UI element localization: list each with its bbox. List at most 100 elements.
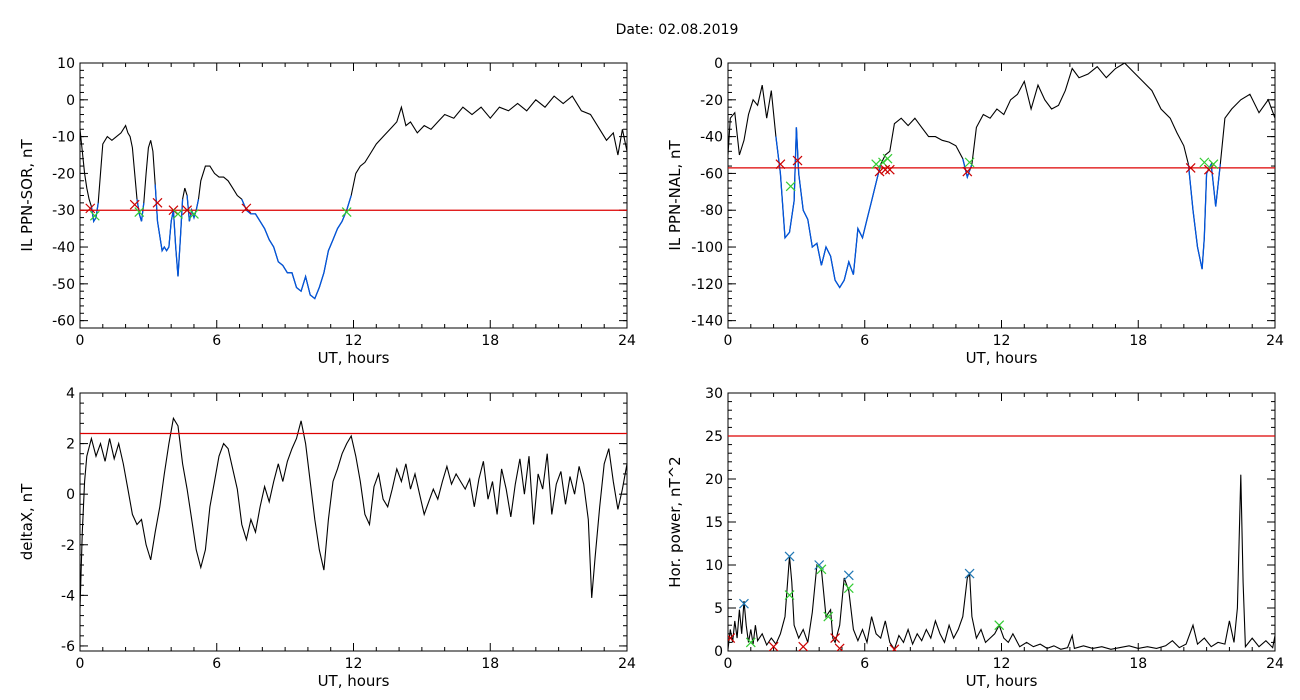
event-marker xyxy=(85,203,96,214)
y-tick-label: -6 xyxy=(61,639,75,655)
event-marker xyxy=(834,643,845,651)
event-marker xyxy=(1203,164,1214,175)
x-tick-label: 0 xyxy=(76,333,85,349)
event-marker xyxy=(189,208,199,219)
y-tick-label: -2 xyxy=(61,538,75,554)
x-axis: 0 6 12 18 24 xyxy=(724,393,1284,672)
x-tick-label: 18 xyxy=(481,333,499,349)
y-axis-label: IL PPN-NAL, nT xyxy=(666,140,684,251)
series-line xyxy=(728,474,1275,651)
y-tick-label: 0 xyxy=(66,93,75,109)
event-marker xyxy=(775,159,786,170)
event-marker xyxy=(964,568,975,579)
plot-frame xyxy=(79,62,628,329)
y-tick-label: 5 xyxy=(714,601,723,617)
x-tick-label: 12 xyxy=(993,656,1011,672)
x-axis-label: UT, hours xyxy=(318,672,390,690)
below-threshold-segment xyxy=(795,127,882,289)
y-axis-label: deltaX, nT xyxy=(18,483,36,560)
series-line xyxy=(80,95,627,300)
event-marker xyxy=(843,583,854,594)
y-tick-label: -80 xyxy=(700,203,723,219)
event-marker xyxy=(823,611,834,622)
event-marker xyxy=(792,155,803,166)
below-threshold-segment xyxy=(1187,163,1212,270)
x-tick-label: 0 xyxy=(76,656,85,672)
y-axis: 10 0 -10 -20 -30 -40 -50 -60 xyxy=(52,56,627,330)
chart-deltax: 0 6 12 18 24 UT, hours 4 2 0 -2 -4 -6 deltaX, nT xyxy=(18,386,636,690)
event-marker xyxy=(134,207,145,217)
event-marker xyxy=(994,620,1005,631)
y-tick-label: -20 xyxy=(52,166,75,182)
x-tick-label: 0 xyxy=(724,333,733,349)
y-tick-label: -40 xyxy=(700,130,723,146)
y-tick-label: -40 xyxy=(52,240,75,256)
event-marker xyxy=(798,641,809,651)
series-line xyxy=(728,63,1275,289)
y-tick-label: -20 xyxy=(700,93,723,109)
event-marker xyxy=(1185,162,1196,173)
below-threshold-segment xyxy=(1210,164,1221,207)
y-tick-label: 0 xyxy=(714,644,723,660)
y-axis: 0 -20 -40 -60 -80 -100 -120 -140 xyxy=(691,56,1275,330)
x-tick-label: 6 xyxy=(860,333,869,349)
plot-area xyxy=(80,95,627,300)
event-marker xyxy=(843,570,854,581)
event-marker xyxy=(728,633,736,644)
event-marker xyxy=(962,166,973,177)
x-axis-label: UT, hours xyxy=(966,349,1038,367)
x-tick-label: 6 xyxy=(860,656,869,672)
y-tick-label: 15 xyxy=(705,515,723,531)
event-marker xyxy=(745,637,756,648)
x-tick-label: 24 xyxy=(1266,656,1284,672)
x-tick-label: 18 xyxy=(1129,656,1147,672)
x-tick-label: 18 xyxy=(1129,333,1147,349)
plot-area xyxy=(728,63,1275,289)
y-axis: 4 2 0 -2 -4 -6 xyxy=(61,386,627,655)
event-marker xyxy=(830,633,841,644)
below-threshold-segment xyxy=(775,127,798,240)
x-tick-label: 18 xyxy=(481,656,499,672)
x-axis-label: UT, hours xyxy=(318,349,390,367)
event-marker xyxy=(241,203,252,214)
y-tick-label: -60 xyxy=(52,314,75,330)
event-marker xyxy=(768,641,779,651)
y-tick-label: 0 xyxy=(714,56,723,72)
y-tick-label: -140 xyxy=(691,314,723,330)
event-marker xyxy=(882,153,893,164)
x-axis: 0 6 12 18 24 xyxy=(724,63,1284,349)
x-tick-label: 6 xyxy=(212,333,221,349)
figure-title: Date: 02.08.2019 xyxy=(616,22,739,38)
event-marker xyxy=(816,564,827,575)
y-tick-label: 2 xyxy=(66,437,75,453)
below-threshold-segment xyxy=(136,199,145,222)
x-tick-label: 6 xyxy=(212,656,221,672)
x-tick-label: 12 xyxy=(345,333,363,349)
y-tick-label: -4 xyxy=(61,588,75,604)
event-marker xyxy=(884,164,895,175)
x-tick-label: 12 xyxy=(345,656,363,672)
event-marker xyxy=(964,157,975,168)
plot-frame xyxy=(727,392,1276,652)
event-marker xyxy=(739,598,749,609)
x-tick-label: 0 xyxy=(724,656,733,672)
event-marker xyxy=(182,205,193,216)
chart-hor-power: 0 6 12 18 24 UT, hours 30 25 20 15 10 5 0 Hor. power,… xyxy=(666,386,1284,690)
event-marker xyxy=(874,166,885,177)
y-tick-label: 10 xyxy=(57,56,75,72)
y-tick-label: -50 xyxy=(52,277,75,293)
event-marker xyxy=(871,159,882,170)
x-axis: 0 6 12 18 24 xyxy=(76,63,636,349)
y-tick-label: 25 xyxy=(705,429,723,445)
plot-frame xyxy=(79,392,628,652)
y-axis: 30 25 20 15 10 5 0 xyxy=(705,386,1275,660)
below-threshold-segment xyxy=(154,184,184,277)
y-tick-label: -10 xyxy=(52,130,75,146)
y-tick-label: 0 xyxy=(66,487,75,503)
event-marker xyxy=(129,199,140,210)
chart-ppn-nal: 0 6 12 18 24 UT, hours 0 -20 -40 -60 -80 -100 -120 -1… xyxy=(666,56,1284,367)
below-threshold-segment xyxy=(241,195,352,300)
y-tick-label: -30 xyxy=(52,203,75,219)
event-marker xyxy=(1208,159,1219,170)
